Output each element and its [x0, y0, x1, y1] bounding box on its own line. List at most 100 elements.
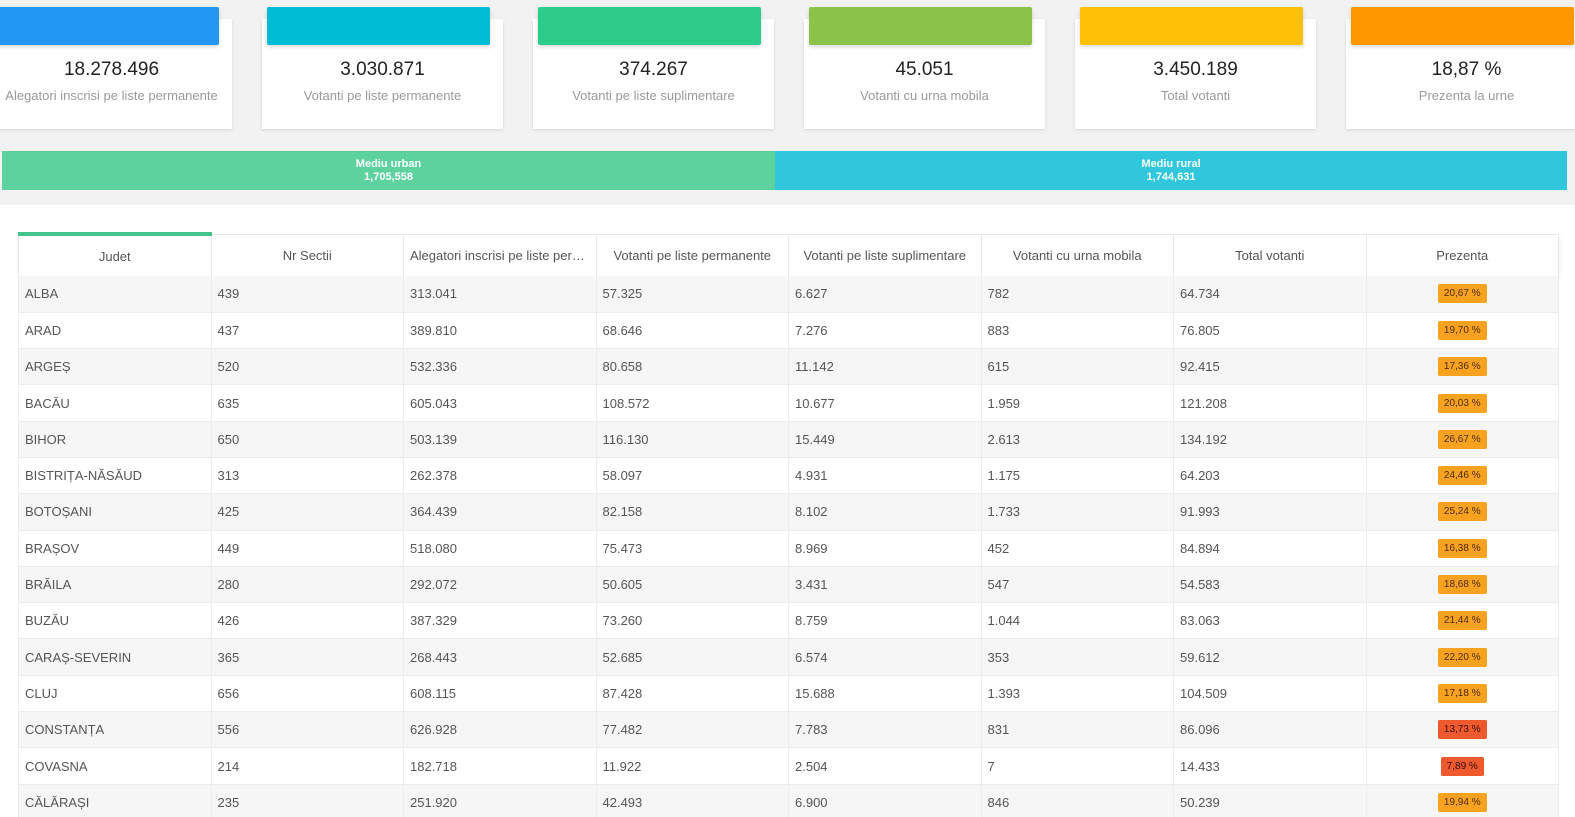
cell-judet: BRĂILA [18, 566, 212, 604]
cell-alegatori: 313.041 [403, 276, 597, 313]
cell-votanti-permanente: 75.473 [596, 530, 789, 567]
cell-total-votanti: 121.208 [1173, 384, 1367, 422]
cell-total-votanti: 84.894 [1173, 530, 1367, 567]
table-row[interactable]: BUZĂU 426 387.329 73.260 8.759 1.044 83.063 21,… [18, 602, 1559, 640]
column-header-total-votanti[interactable]: Total votanti [1173, 233, 1367, 276]
turnout-badge: 17,36 % [1437, 357, 1487, 377]
cell-judet: CĂLĂRAȘI [18, 784, 212, 817]
county-table-panel: Judet Nr Sectii Alegatori inscrisi pe li… [0, 205, 1575, 817]
table-row[interactable]: CLUJ 656 608.115 87.428 15.688 1.393 104.509 17… [18, 675, 1559, 713]
card-value: 3.450.189 [1153, 59, 1238, 80]
column-header-votanti-permanente[interactable]: Votanti pe liste permanente [596, 233, 789, 276]
cell-urna-mobila: 883 [981, 312, 1174, 350]
turnout-badge: 7,89 % [1440, 756, 1484, 776]
column-header-prezenta[interactable]: Prezenta [1366, 233, 1559, 276]
table-row[interactable]: BRAȘOV 449 518.080 75.473 8.969 452 84.894 16,3… [18, 530, 1559, 567]
cell-nr-sectii: 426 [211, 602, 404, 640]
card-color-band [267, 7, 490, 45]
table-row[interactable]: ALBA 439 313.041 57.325 6.627 782 64.734 20,67 … [18, 276, 1559, 313]
cell-alegatori: 608.115 [403, 675, 597, 713]
column-header-urna-mobila[interactable]: Votanti cu urna mobila [981, 233, 1174, 276]
turnout-badge: 25,24 % [1437, 502, 1487, 522]
card-color-band [0, 7, 219, 45]
column-header-alegatori[interactable]: Alegatori inscrisi pe liste permanente [403, 233, 597, 276]
cell-urna-mobila: 2.613 [981, 421, 1174, 458]
cell-judet: BISTRIȚA-NĂSĂUD [18, 457, 212, 495]
cell-judet: ALBA [18, 276, 212, 313]
cell-votanti-suplimentare: 6.574 [788, 638, 982, 676]
cell-prezenta: 24,46 % [1366, 457, 1559, 495]
cell-votanti-suplimentare: 6.900 [788, 784, 982, 817]
card-label: Prezenta la urne [1418, 88, 1515, 103]
turnout-badge: 22,20 % [1437, 647, 1487, 667]
cell-votanti-permanente: 80.658 [596, 348, 789, 386]
cell-judet: BRAȘOV [18, 530, 212, 567]
cell-total-votanti: 14.433 [1173, 747, 1367, 785]
cell-alegatori: 389.810 [403, 312, 597, 350]
cell-prezenta: 19,94 % [1366, 784, 1559, 817]
cell-prezenta: 7,89 % [1366, 747, 1559, 785]
cell-nr-sectii: 556 [211, 711, 404, 749]
cell-nr-sectii: 235 [211, 784, 404, 817]
cell-prezenta: 25,24 % [1366, 493, 1559, 531]
table-row[interactable]: CĂLĂRAȘI 235 251.920 42.493 6.900 846 50.239 19… [18, 784, 1559, 817]
cell-urna-mobila: 846 [981, 784, 1174, 817]
table-body: ALBA 439 313.041 57.325 6.627 782 64.734 20,67 … [18, 276, 1559, 817]
turnout-badge: 19,94 % [1437, 792, 1487, 812]
table-row[interactable]: BIHOR 650 503.139 116.130 15.449 2.613 134.192… [18, 421, 1559, 458]
cell-judet: CARAȘ-SEVERIN [18, 638, 212, 676]
card-label: Total votanti [1160, 88, 1231, 103]
column-header-nr-sectii[interactable]: Nr Sectii [211, 233, 404, 276]
cell-urna-mobila: 1.959 [981, 384, 1174, 422]
cell-urna-mobila: 782 [981, 276, 1174, 313]
cell-nr-sectii: 650 [211, 421, 404, 458]
cell-urna-mobila: 1.044 [981, 602, 1174, 640]
cell-judet: ARAD [18, 312, 212, 350]
table-row[interactable]: CONSTANȚA 556 626.928 77.482 7.783 831 86.096 1… [18, 711, 1559, 749]
turnout-badge: 20,67 % [1437, 284, 1487, 304]
cell-votanti-permanente: 73.260 [596, 602, 789, 640]
cell-total-votanti: 104.509 [1173, 675, 1367, 713]
cell-alegatori: 605.043 [403, 384, 597, 422]
card-color-band [1080, 7, 1303, 45]
cell-votanti-suplimentare: 8.102 [788, 493, 982, 531]
card-value: 3.030.871 [340, 59, 425, 80]
table-row[interactable]: COVASNA 214 182.718 11.922 2.504 7 14.433 7,89 … [18, 747, 1559, 785]
table-row[interactable]: BACĂU 635 605.043 108.572 10.677 1.959 121.208… [18, 384, 1559, 422]
turnout-badge: 21,44 % [1437, 611, 1487, 631]
turnout-badge: 18,68 % [1437, 575, 1487, 595]
card-permanent-list-voters: 3.030.871 Votanti pe liste permanente [262, 7, 503, 129]
cell-votanti-suplimentare: 7.276 [788, 312, 982, 350]
cell-nr-sectii: 313 [211, 457, 404, 495]
cell-votanti-suplimentare: 15.449 [788, 421, 982, 458]
cell-total-votanti: 59.612 [1173, 638, 1367, 676]
cell-prezenta: 22,20 % [1366, 638, 1559, 676]
cell-nr-sectii: 214 [211, 747, 404, 785]
column-header-votanti-suplimentare[interactable]: Votanti pe liste suplimentare [788, 233, 982, 276]
card-registered-voters: 18.278.496 Alegatori inscrisi pe liste p… [0, 7, 232, 129]
cell-alegatori: 503.139 [403, 421, 597, 458]
table-row[interactable]: BISTRIȚA-NĂSĂUD 313 262.378 58.097 4.931 1.17… [18, 457, 1559, 495]
column-header-judet[interactable]: Judet [18, 232, 212, 276]
table-row[interactable]: BRĂILA 280 292.072 50.605 3.431 547 54.583 18,6… [18, 566, 1559, 604]
turnout-badge: 13,73 % [1437, 720, 1487, 740]
rural-segment[interactable]: Mediu rural 1,744,631 [775, 151, 1567, 190]
card-label: Votanti pe liste suplimentare [572, 88, 735, 103]
cell-prezenta: 19,70 % [1366, 312, 1559, 350]
cell-votanti-permanente: 77.482 [596, 711, 789, 749]
cell-votanti-permanente: 50.605 [596, 566, 789, 604]
cell-alegatori: 251.920 [403, 784, 597, 817]
card-value: 374.267 [619, 59, 688, 80]
card-turnout: 18,87 % Prezenta la urne [1346, 7, 1575, 129]
cell-total-votanti: 54.583 [1173, 566, 1367, 604]
table-row[interactable]: BOTOȘANI 425 364.439 82.158 8.102 1.733 91.993… [18, 493, 1559, 531]
cell-votanti-permanente: 116.130 [596, 421, 789, 458]
table-row[interactable]: ARAD 437 389.810 68.646 7.276 883 76.805 19,70 … [18, 312, 1559, 350]
cell-votanti-permanente: 58.097 [596, 457, 789, 495]
cell-prezenta: 20,67 % [1366, 276, 1559, 313]
urban-segment[interactable]: Mediu urban 1,705,558 [2, 151, 775, 190]
cell-votanti-suplimentare: 6.627 [788, 276, 982, 313]
cell-votanti-suplimentare: 11.142 [788, 348, 982, 386]
table-row[interactable]: ARGEȘ 520 532.336 80.658 11.142 615 92.415 17,3… [18, 348, 1559, 386]
table-row[interactable]: CARAȘ-SEVERIN 365 268.443 52.685 6.574 353 59.… [18, 638, 1559, 676]
